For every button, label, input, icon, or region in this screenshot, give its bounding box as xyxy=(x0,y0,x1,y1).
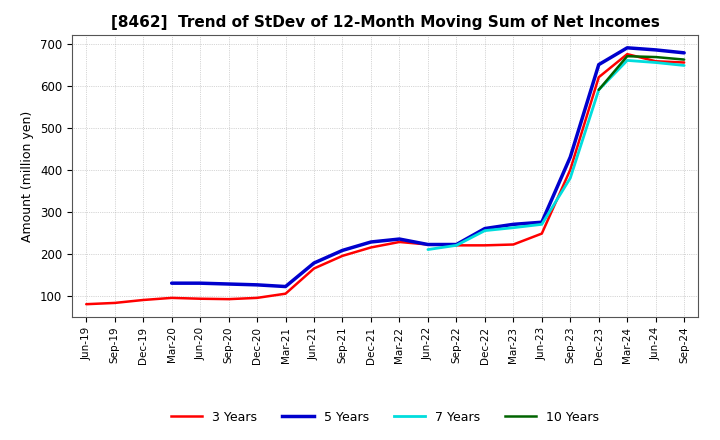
Y-axis label: Amount (million yen): Amount (million yen) xyxy=(22,110,35,242)
Title: [8462]  Trend of StDev of 12-Month Moving Sum of Net Incomes: [8462] Trend of StDev of 12-Month Moving… xyxy=(111,15,660,30)
Legend: 3 Years, 5 Years, 7 Years, 10 Years: 3 Years, 5 Years, 7 Years, 10 Years xyxy=(166,406,604,429)
